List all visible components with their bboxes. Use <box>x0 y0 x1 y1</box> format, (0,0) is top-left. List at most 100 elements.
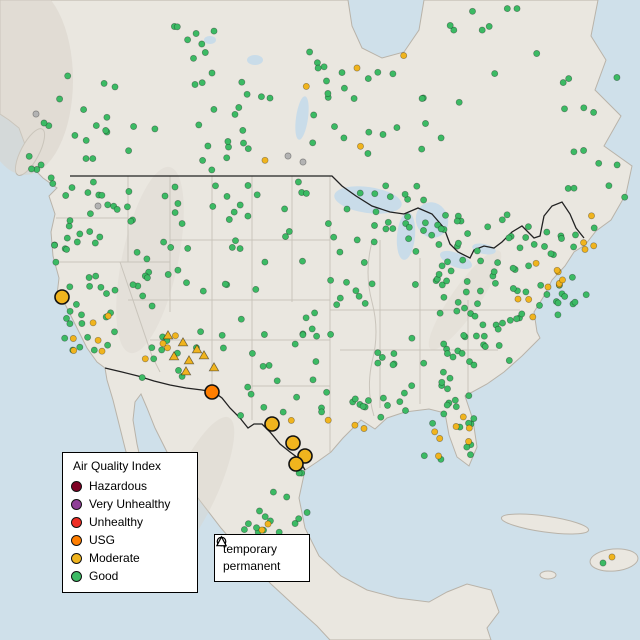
station-marker[interactable] <box>509 285 517 292</box>
permanent-station-marker[interactable] <box>208 362 220 372</box>
station-marker[interactable] <box>28 165 35 173</box>
station-marker[interactable] <box>86 210 94 218</box>
station-marker[interactable] <box>351 421 359 429</box>
station-marker[interactable] <box>336 294 344 302</box>
station-marker[interactable] <box>443 350 451 358</box>
station-marker[interactable] <box>473 247 481 255</box>
station-marker[interactable] <box>605 182 613 190</box>
station-marker[interactable] <box>389 70 397 78</box>
station-marker[interactable] <box>190 54 197 62</box>
station-marker[interactable] <box>405 235 413 243</box>
station-marker[interactable] <box>453 307 461 315</box>
station-marker[interactable] <box>396 398 404 406</box>
station-marker[interactable] <box>364 397 372 405</box>
station-marker[interactable] <box>461 304 468 312</box>
station-marker[interactable] <box>455 98 463 106</box>
station-marker[interactable] <box>72 300 80 308</box>
station-marker[interactable] <box>613 161 621 169</box>
station-marker[interactable] <box>438 281 446 289</box>
station-marker[interactable] <box>389 361 397 369</box>
station-marker[interactable] <box>559 276 566 284</box>
station-marker[interactable] <box>80 106 88 114</box>
station-marker[interactable] <box>294 178 302 186</box>
station-marker[interactable] <box>379 394 387 402</box>
station-marker[interactable] <box>459 413 467 421</box>
station-marker[interactable] <box>204 142 212 150</box>
station-marker[interactable] <box>536 301 543 309</box>
station-marker[interactable] <box>171 332 179 340</box>
station-marker[interactable] <box>446 22 454 29</box>
station-marker[interactable] <box>86 228 94 236</box>
station-marker[interactable] <box>420 359 428 367</box>
station-marker[interactable] <box>330 233 338 241</box>
station-marker[interactable] <box>428 231 436 239</box>
station-marker[interactable] <box>94 336 102 344</box>
station-marker[interactable] <box>92 272 100 280</box>
station-marker[interactable] <box>302 82 310 90</box>
station-marker[interactable] <box>309 139 317 147</box>
station-marker[interactable] <box>494 325 502 333</box>
station-marker[interactable] <box>377 413 385 421</box>
station-marker[interactable] <box>62 192 70 199</box>
station-marker[interactable] <box>239 126 247 134</box>
station-marker[interactable] <box>533 50 541 57</box>
station-marker[interactable] <box>92 122 100 130</box>
station-marker[interactable] <box>382 182 390 190</box>
station-marker[interactable] <box>175 366 182 374</box>
station-marker[interactable] <box>474 300 481 308</box>
station-marker[interactable] <box>78 320 86 327</box>
station-marker[interactable] <box>454 298 462 306</box>
station-marker[interactable] <box>69 335 77 342</box>
station-marker[interactable] <box>243 90 251 98</box>
station-marker[interactable] <box>313 332 321 340</box>
station-marker[interactable] <box>465 424 473 432</box>
station-marker[interactable] <box>76 230 84 238</box>
station-marker[interactable] <box>438 262 446 270</box>
station-marker[interactable] <box>384 401 391 409</box>
station-marker[interactable] <box>477 257 485 265</box>
station-marker[interactable] <box>343 278 350 286</box>
station-marker[interactable] <box>103 290 110 298</box>
station-marker[interactable] <box>100 79 108 87</box>
station-marker[interactable] <box>440 340 448 348</box>
station-marker[interactable] <box>470 415 478 423</box>
station-marker[interactable] <box>440 293 448 301</box>
station-marker[interactable] <box>266 94 274 102</box>
station-marker[interactable] <box>281 205 289 213</box>
permanent-station-marker[interactable] <box>180 366 192 376</box>
station-marker[interactable] <box>103 113 111 121</box>
station-marker[interactable] <box>247 390 255 398</box>
station-marker[interactable] <box>47 174 55 182</box>
station-marker[interactable] <box>503 5 511 13</box>
station-marker[interactable] <box>51 241 58 249</box>
station-marker[interactable] <box>541 243 548 250</box>
station-marker[interactable] <box>559 79 567 87</box>
station-marker[interactable] <box>37 161 45 169</box>
station-marker[interactable] <box>420 452 428 460</box>
station-marker[interactable] <box>465 438 473 445</box>
station-marker[interactable] <box>400 52 408 60</box>
station-marker[interactable] <box>52 258 60 266</box>
station-marker[interactable] <box>513 5 521 13</box>
station-marker[interactable] <box>265 361 273 369</box>
station-marker[interactable] <box>495 342 503 349</box>
station-marker[interactable] <box>412 247 420 255</box>
station-marker[interactable] <box>252 285 260 293</box>
station-marker[interactable] <box>336 248 344 256</box>
station-marker[interactable] <box>509 264 517 272</box>
station-marker[interactable] <box>530 240 538 248</box>
station-marker[interactable] <box>378 353 386 361</box>
station-marker[interactable] <box>288 456 304 472</box>
station-marker[interactable] <box>453 217 461 225</box>
station-marker[interactable] <box>236 245 244 253</box>
station-marker[interactable] <box>484 223 492 231</box>
station-marker[interactable] <box>129 281 137 289</box>
station-marker[interactable] <box>478 26 486 34</box>
station-marker[interactable] <box>465 392 473 400</box>
station-marker[interactable] <box>525 262 533 270</box>
station-marker[interactable] <box>143 274 151 282</box>
station-marker[interactable] <box>570 184 578 192</box>
station-marker[interactable] <box>32 110 40 118</box>
station-marker[interactable] <box>259 362 267 370</box>
station-marker[interactable] <box>374 349 382 357</box>
